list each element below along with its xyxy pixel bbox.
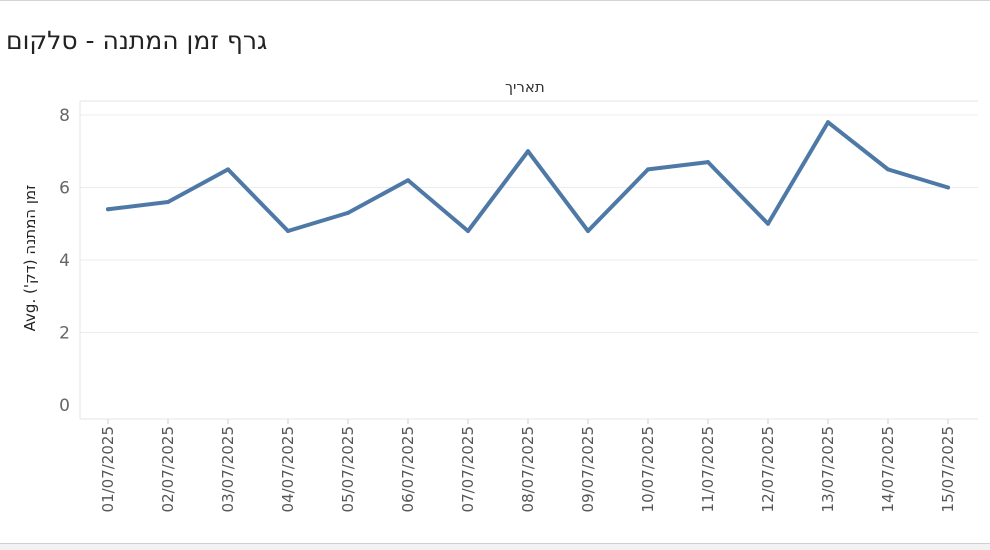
series-layer [106, 120, 950, 233]
data-point[interactable] [106, 207, 110, 212]
data-point[interactable] [586, 229, 590, 233]
data-point[interactable] [166, 200, 170, 204]
data-point[interactable] [946, 185, 950, 190]
x-tick-label: 15/07/2025 [939, 426, 957, 512]
x-tick-label: 04/07/2025 [279, 426, 297, 512]
data-point[interactable] [886, 167, 890, 172]
data-point[interactable] [766, 221, 770, 226]
x-tick-label: 12/07/2025 [759, 426, 777, 512]
x-tick-label: 09/07/2025 [579, 426, 597, 512]
data-point[interactable] [646, 167, 650, 172]
x-ticks: 01/07/2025 02/07/2025 03/07/2025 04/07/2025… [99, 419, 957, 512]
bottom-scrollbar[interactable] [0, 543, 990, 550]
x-tick-label: 06/07/2025 [399, 426, 417, 512]
data-point[interactable] [826, 120, 830, 125]
x-tick-label: 01/07/2025 [99, 426, 117, 512]
data-point[interactable] [286, 229, 290, 233]
data-point[interactable] [706, 160, 710, 165]
x-tick-label: 11/07/2025 [699, 426, 717, 512]
x-tick-label: 08/07/2025 [519, 426, 537, 512]
x-tick-label: 10/07/2025 [639, 426, 657, 512]
data-point[interactable] [346, 210, 350, 215]
x-tick-label: 02/07/2025 [159, 426, 177, 512]
x-axis-header: תאריך [505, 78, 545, 96]
top-divider [0, 0, 990, 1]
y-tick-label: 8 [59, 106, 70, 126]
x-tick-label: 07/07/2025 [459, 426, 477, 512]
data-point[interactable] [466, 229, 470, 233]
y-tick-label: 6 [59, 179, 70, 199]
data-point[interactable] [526, 149, 530, 154]
y-ticks: 0 2 4 6 8 [59, 106, 70, 416]
x-tick-label: 14/07/2025 [879, 426, 897, 512]
gridlines [80, 114, 978, 333]
page-title: גרף זמן המתנה - סלקום [6, 26, 268, 55]
x-tick-label: 05/07/2025 [339, 426, 357, 512]
x-tick-label: 13/07/2025 [819, 426, 837, 512]
x-tick-label: 03/07/2025 [219, 426, 237, 512]
data-point[interactable] [406, 178, 410, 183]
y-tick-label: 0 [59, 396, 70, 416]
y-tick-label: 4 [59, 251, 70, 271]
y-tick-label: 2 [59, 324, 70, 344]
data-point[interactable] [226, 167, 230, 172]
series-line [106, 120, 950, 233]
